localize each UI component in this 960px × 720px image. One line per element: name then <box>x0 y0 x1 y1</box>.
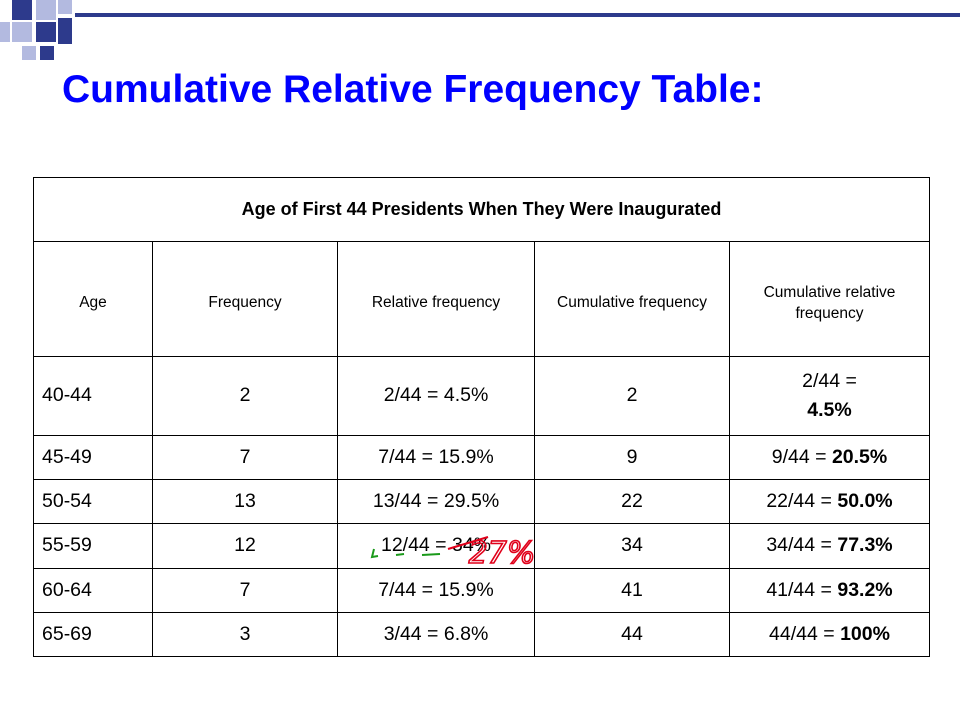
page-title: Cumulative Relative Frequency Table: <box>62 68 764 111</box>
cell-relative: 13/44 = 29.5% <box>337 479 535 525</box>
cell-relative: 3/44 = 6.8% <box>337 611 535 658</box>
cell-cumulative: 9 <box>534 434 730 481</box>
cum-rel-prefix: 34/44 = <box>766 534 832 557</box>
cell-frequency: 2 <box>152 355 338 436</box>
table-header-row: Age Frequency Relative frequency Cumulat… <box>33 241 930 357</box>
frequency-table: Age of First 44 Presidents When They Wer… <box>33 176 930 658</box>
deco-square-dark <box>12 0 32 20</box>
red-strike-line <box>447 535 489 551</box>
cell-cumulative-relative: 2/44 = 4.5% <box>729 355 930 436</box>
cum-rel-percent: 4.5% <box>807 398 852 421</box>
table-row: 45-49 7 7/44 = 15.9% 9 9/44 = 20.5% <box>33 434 930 481</box>
cell-age: 50-54 <box>33 479 153 525</box>
cell-frequency: 3 <box>152 611 338 658</box>
header-cumulative-frequency: Cumulative frequency <box>534 241 730 357</box>
deco-square-dark <box>40 46 54 60</box>
cell-cumulative-relative: 41/44 = 93.2% <box>729 567 930 613</box>
cell-cumulative: 22 <box>534 479 730 525</box>
table-row: 65-69 3 3/44 = 6.8% 44 44/44 = 100% <box>33 611 930 658</box>
cell-age: 60-64 <box>33 567 153 613</box>
cell-cumulative: 34 <box>534 523 730 569</box>
deco-square-dark <box>58 18 72 44</box>
cum-rel-prefix: 22/44 = <box>766 490 832 513</box>
header-frequency: Frequency <box>152 241 338 357</box>
cell-age: 55-59 <box>33 523 153 569</box>
cum-rel-prefix: 41/44 = <box>766 578 832 601</box>
cum-rel-percent: 100% <box>840 622 890 645</box>
table-caption-row: Age of First 44 Presidents When They Wer… <box>33 176 930 243</box>
deco-square-light <box>36 0 56 20</box>
table-row: 60-64 7 7/44 = 15.9% 41 41/44 = 93.2% <box>33 567 930 613</box>
cell-cumulative: 44 <box>534 611 730 658</box>
cell-relative: 2/44 = 4.5% <box>337 355 535 436</box>
cell-cumulative: 41 <box>534 567 730 613</box>
cum-rel-percent: 93.2% <box>837 578 893 601</box>
cell-relative: 7/44 = 15.9% <box>337 567 535 613</box>
cum-rel-prefix: 2/44 = <box>802 369 857 392</box>
green-tick-mark <box>370 548 379 559</box>
header-cumulative-relative-frequency: Cumulative relative frequency <box>729 241 930 357</box>
deco-square-dark <box>36 22 56 42</box>
deco-square-light <box>0 22 10 42</box>
cell-frequency: 12 <box>152 523 338 569</box>
cell-cumulative-relative: 22/44 = 50.0% <box>729 479 930 525</box>
table-row: 50-54 13 13/44 = 29.5% 22 22/44 = 50.0% <box>33 479 930 525</box>
cell-cumulative-relative: 44/44 = 100% <box>729 611 930 658</box>
cell-frequency: 7 <box>152 567 338 613</box>
cell-relative: 7/44 = 15.9% <box>337 434 535 481</box>
deco-square-light <box>12 22 32 42</box>
cell-frequency: 7 <box>152 434 338 481</box>
cell-age: 45-49 <box>33 434 153 481</box>
green-tick-mark <box>395 553 405 556</box>
table-caption: Age of First 44 Presidents When They Wer… <box>33 176 930 243</box>
cum-rel-percent: 77.3% <box>837 534 893 557</box>
cum-rel-prefix: 44/44 = <box>769 622 835 645</box>
handwritten-correction: 27% <box>469 536 536 571</box>
cell-relative: 12/44 = 34% <box>337 523 535 569</box>
cum-rel-percent: 20.5% <box>831 445 888 468</box>
green-underline-mark <box>421 553 441 556</box>
cell-frequency: 13 <box>152 479 338 525</box>
header-age: Age <box>33 241 153 357</box>
cell-cumulative-relative: 9/44 = 20.5% <box>729 434 930 481</box>
cum-rel-prefix: 9/44 = <box>771 445 827 468</box>
table-row: 40-44 2 2/44 = 4.5% 2 2/44 = 4.5% <box>33 355 930 436</box>
deco-square-light <box>58 0 72 14</box>
header-rule <box>75 13 960 17</box>
handwritten-annotation: 27% <box>370 535 536 572</box>
header-relative-frequency: Relative frequency <box>337 241 535 357</box>
cell-cumulative-relative: 34/44 = 77.3% <box>729 523 930 569</box>
cell-age: 40-44 <box>33 355 153 436</box>
cell-age: 65-69 <box>33 611 153 658</box>
table-row: 55-59 12 12/44 = 34% 34 34/44 = 77.3% <box>33 523 930 569</box>
cum-rel-percent: 50.0% <box>837 490 893 513</box>
deco-square-light <box>22 46 36 60</box>
cell-cumulative: 2 <box>534 355 730 436</box>
